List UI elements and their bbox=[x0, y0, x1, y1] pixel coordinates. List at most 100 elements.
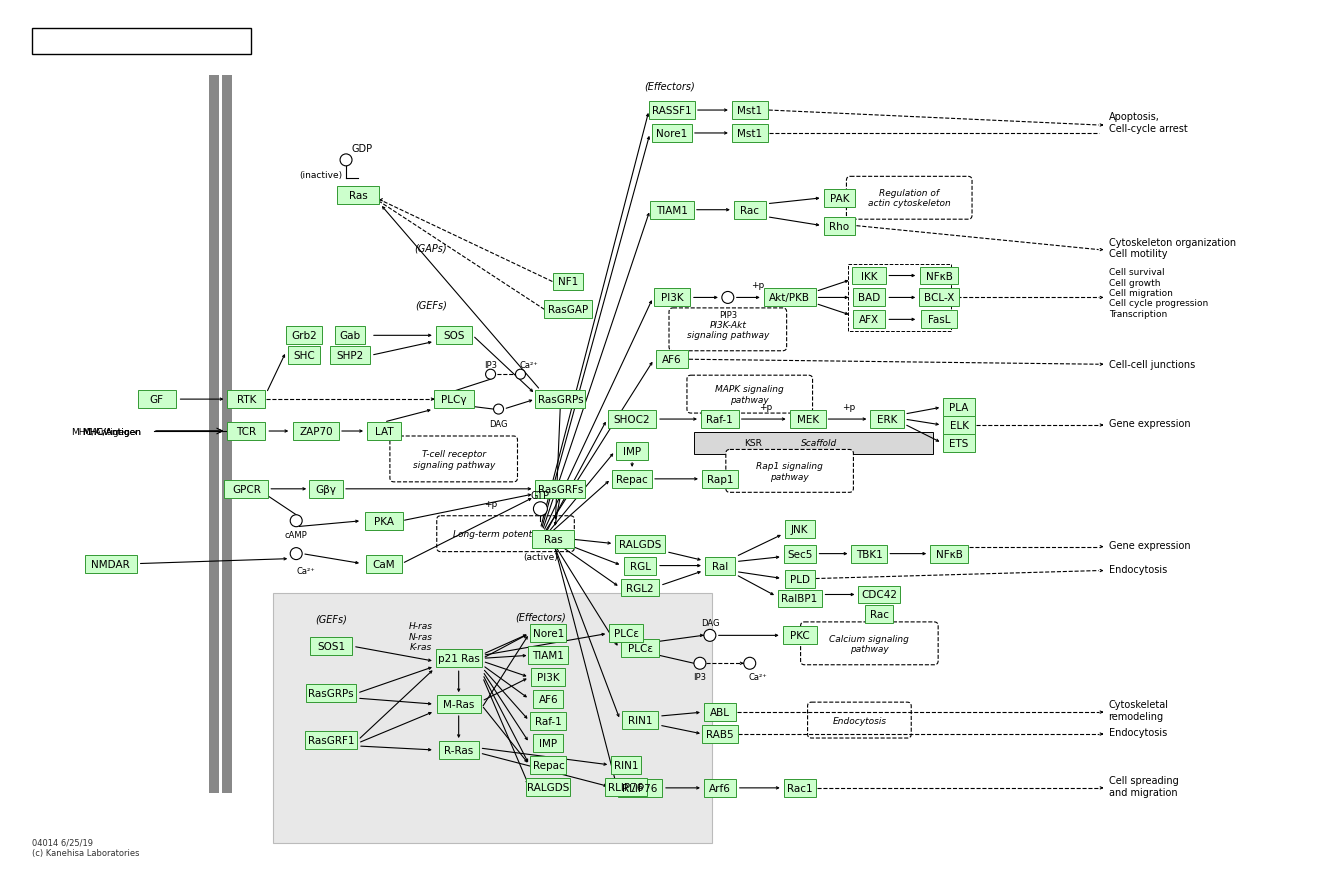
Text: 04014 6/25/19
(c) Kanehisa Laboratories: 04014 6/25/19 (c) Kanehisa Laboratories bbox=[32, 838, 140, 858]
Text: Akt/PKB: Akt/PKB bbox=[770, 293, 810, 303]
Text: RasGRPs: RasGRPs bbox=[537, 395, 583, 405]
Text: PIP3: PIP3 bbox=[719, 310, 737, 320]
Text: RasGAP: RasGAP bbox=[548, 305, 588, 315]
Text: PI3K-Akt
signaling pathway: PI3K-Akt signaling pathway bbox=[686, 321, 770, 340]
FancyBboxPatch shape bbox=[858, 586, 900, 604]
Text: RalBP1: RalBP1 bbox=[782, 594, 818, 604]
Text: Nore1: Nore1 bbox=[657, 129, 688, 139]
FancyBboxPatch shape bbox=[612, 470, 653, 488]
Text: IP3: IP3 bbox=[483, 361, 497, 369]
Text: PI3K: PI3K bbox=[661, 293, 684, 303]
Text: Ca²⁺: Ca²⁺ bbox=[297, 567, 316, 575]
FancyBboxPatch shape bbox=[622, 712, 658, 729]
Text: SHC: SHC bbox=[293, 351, 316, 361]
FancyBboxPatch shape bbox=[536, 391, 586, 408]
FancyBboxPatch shape bbox=[790, 411, 826, 428]
Text: +p: +p bbox=[842, 402, 855, 411]
FancyBboxPatch shape bbox=[536, 481, 586, 498]
Text: Sec5: Sec5 bbox=[787, 549, 813, 559]
Text: IKK: IKK bbox=[861, 271, 877, 282]
Text: Mst1: Mst1 bbox=[737, 129, 763, 139]
Text: RGL: RGL bbox=[630, 561, 650, 571]
FancyBboxPatch shape bbox=[704, 779, 736, 797]
FancyBboxPatch shape bbox=[705, 557, 735, 575]
Text: ELK: ELK bbox=[950, 421, 968, 430]
Text: SOS: SOS bbox=[443, 331, 465, 341]
Text: Cell survival
Cell growth
Cell migration
Cell cycle progression
Transcription: Cell survival Cell growth Cell migration… bbox=[1108, 268, 1207, 318]
Circle shape bbox=[340, 155, 352, 167]
Text: (inactive): (inactive) bbox=[299, 171, 342, 180]
FancyBboxPatch shape bbox=[943, 416, 975, 434]
FancyBboxPatch shape bbox=[334, 327, 365, 345]
Text: SHOC2: SHOC2 bbox=[614, 415, 650, 425]
Text: AF6: AF6 bbox=[662, 355, 682, 365]
FancyBboxPatch shape bbox=[653, 125, 692, 143]
Text: RTK: RTK bbox=[236, 395, 257, 405]
FancyBboxPatch shape bbox=[435, 327, 471, 345]
Text: Ca²⁺: Ca²⁺ bbox=[748, 672, 767, 681]
Text: ZAP70: ZAP70 bbox=[299, 427, 333, 436]
Text: RLIP76: RLIP76 bbox=[608, 782, 643, 792]
Text: NFκB: NFκB bbox=[925, 271, 952, 282]
FancyBboxPatch shape bbox=[846, 177, 972, 220]
Text: Gβγ: Gβγ bbox=[316, 484, 337, 494]
FancyBboxPatch shape bbox=[305, 731, 357, 749]
Text: Rap1 signaling
pathway: Rap1 signaling pathway bbox=[756, 461, 823, 481]
FancyBboxPatch shape bbox=[807, 702, 912, 738]
Text: Gene expression: Gene expression bbox=[1108, 540, 1190, 550]
FancyBboxPatch shape bbox=[436, 516, 575, 552]
Text: MHC/Antigen→: MHC/Antigen→ bbox=[71, 427, 138, 436]
FancyBboxPatch shape bbox=[606, 778, 647, 796]
Text: Gab: Gab bbox=[340, 331, 360, 341]
Text: GPCR: GPCR bbox=[232, 484, 261, 494]
Text: AF6: AF6 bbox=[539, 694, 559, 705]
Text: Arf6: Arf6 bbox=[709, 783, 731, 793]
Text: RLIP76: RLIP76 bbox=[622, 783, 658, 793]
FancyBboxPatch shape bbox=[337, 187, 379, 204]
FancyBboxPatch shape bbox=[610, 625, 643, 642]
FancyBboxPatch shape bbox=[330, 347, 369, 365]
Text: M-Ras: M-Ras bbox=[443, 700, 474, 709]
FancyBboxPatch shape bbox=[435, 649, 482, 667]
Text: Cell spreading
and migration: Cell spreading and migration bbox=[1108, 775, 1178, 797]
FancyBboxPatch shape bbox=[733, 202, 766, 220]
FancyBboxPatch shape bbox=[389, 436, 517, 482]
Text: p21 Ras: p21 Ras bbox=[438, 653, 479, 664]
Text: (GEFs): (GEFs) bbox=[316, 614, 346, 624]
FancyBboxPatch shape bbox=[624, 557, 655, 575]
FancyBboxPatch shape bbox=[532, 530, 575, 548]
FancyBboxPatch shape bbox=[931, 545, 968, 563]
FancyBboxPatch shape bbox=[622, 640, 659, 658]
Text: Scaffold: Scaffold bbox=[802, 439, 838, 448]
Text: (GAPs): (GAPs) bbox=[415, 243, 447, 253]
FancyBboxPatch shape bbox=[309, 481, 342, 498]
Text: RASSF1: RASSF1 bbox=[653, 106, 692, 116]
Text: Mst1: Mst1 bbox=[737, 106, 763, 116]
FancyBboxPatch shape bbox=[778, 590, 822, 607]
Text: ERK: ERK bbox=[877, 415, 897, 425]
Text: FasL: FasL bbox=[928, 315, 951, 325]
Circle shape bbox=[721, 292, 733, 304]
Text: PLCγ: PLCγ bbox=[441, 395, 466, 405]
Text: TCR: TCR bbox=[236, 427, 257, 436]
FancyBboxPatch shape bbox=[32, 30, 251, 55]
FancyBboxPatch shape bbox=[784, 570, 815, 587]
Text: Long-term potentiation: Long-term potentiation bbox=[454, 529, 557, 539]
FancyBboxPatch shape bbox=[865, 606, 893, 624]
Circle shape bbox=[486, 370, 496, 380]
FancyBboxPatch shape bbox=[618, 779, 662, 797]
FancyBboxPatch shape bbox=[649, 102, 694, 120]
Text: Nore1: Nore1 bbox=[533, 628, 564, 639]
Circle shape bbox=[494, 405, 504, 415]
Text: RAB5: RAB5 bbox=[706, 729, 733, 740]
Text: AFX: AFX bbox=[860, 315, 880, 325]
Text: Ca²⁺: Ca²⁺ bbox=[520, 361, 537, 369]
Text: DAG: DAG bbox=[489, 419, 508, 428]
Circle shape bbox=[533, 502, 548, 516]
FancyBboxPatch shape bbox=[943, 399, 975, 416]
FancyBboxPatch shape bbox=[85, 555, 137, 573]
Text: R-Ras: R-Ras bbox=[445, 745, 473, 755]
FancyBboxPatch shape bbox=[919, 289, 959, 307]
FancyBboxPatch shape bbox=[530, 756, 567, 774]
Text: PLA: PLA bbox=[950, 402, 968, 413]
